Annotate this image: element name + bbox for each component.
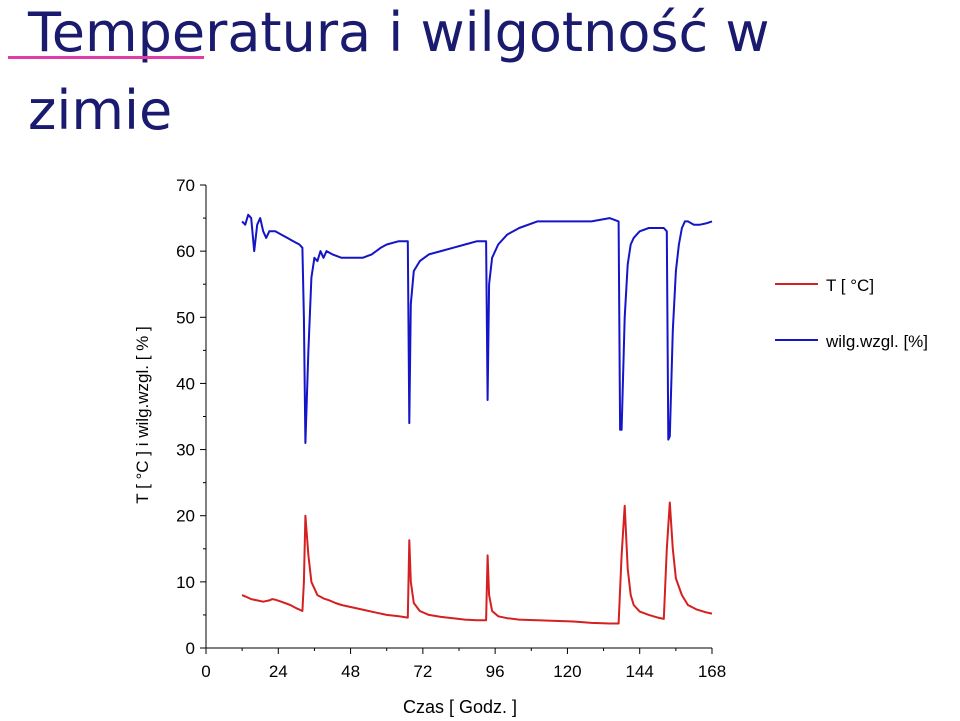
x-axis-label: Czas [ Godz. ] xyxy=(402,697,518,717)
legend: T [ °C] wilg.wzgl. [%] xyxy=(775,276,928,351)
y-tick-label: 10 xyxy=(176,573,195,592)
x-tick-label: 120 xyxy=(553,662,581,681)
x-tick-label: 72 xyxy=(413,662,432,681)
series-line-temperature xyxy=(241,501,713,625)
axes xyxy=(200,184,713,654)
y-tick-label: 30 xyxy=(176,441,195,460)
legend-label-temperature: T [ °C] xyxy=(826,276,874,295)
series-line-humidity xyxy=(241,213,713,444)
y-tick-label: 0 xyxy=(186,639,195,658)
y-tick-label: 20 xyxy=(176,507,195,526)
x-tick-label: 96 xyxy=(486,662,505,681)
y-tick-label: 50 xyxy=(176,308,195,327)
x-tick-label: 144 xyxy=(626,662,654,681)
x-tick-label: 168 xyxy=(698,662,726,681)
x-tick-label: 0 xyxy=(201,662,210,681)
y-tick-label: 70 xyxy=(176,176,195,195)
y-tick-label: 40 xyxy=(176,374,195,393)
x-tick-label: 24 xyxy=(269,662,288,681)
tick-labels: 0 10 20 30 40 50 60 70 0 24 48 72 96 120 144 168 xyxy=(176,176,726,681)
series-lines xyxy=(241,213,713,625)
legend-label-humidity: wilg.wzgl. [%] xyxy=(825,332,928,351)
y-axis-label: T [ °C ] i wilg.wzgl. [ % ] xyxy=(133,326,152,504)
slide-title: Temperatura i wilgotność w zimie xyxy=(28,1,770,142)
title-underline xyxy=(8,56,204,59)
y-tick-label: 60 xyxy=(176,242,195,261)
x-tick-label: 48 xyxy=(341,662,360,681)
